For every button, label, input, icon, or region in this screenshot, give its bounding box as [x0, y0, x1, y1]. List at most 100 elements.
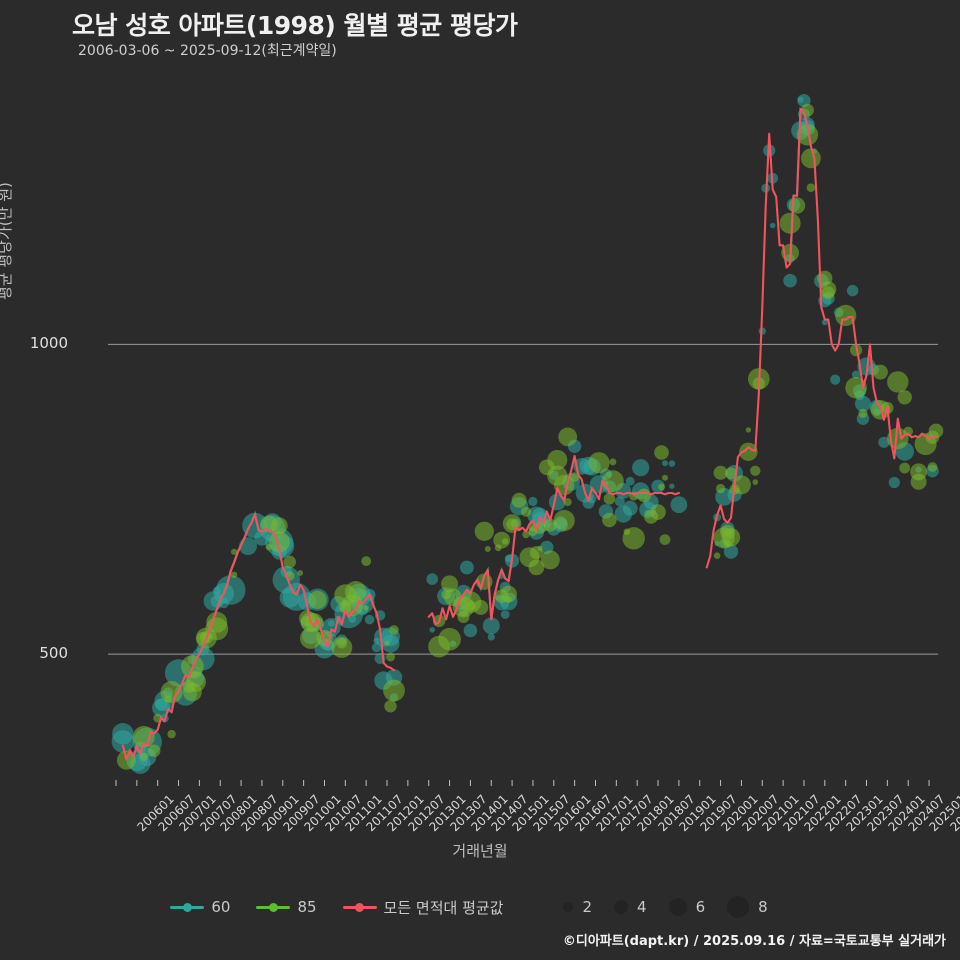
legend-size-6: 6 [668, 898, 706, 916]
legend-size-group: 2 4 6 8 [563, 896, 789, 918]
scatter-point-85 [927, 462, 938, 472]
scatter-point-85 [602, 470, 624, 493]
scatter-point-85 [147, 744, 161, 758]
scatter-point-85 [361, 556, 372, 566]
scatter-point-85 [537, 545, 543, 551]
legend-size-2: 2 [563, 898, 592, 916]
scatter-point-85 [438, 627, 461, 651]
scatter-point-60 [821, 319, 828, 326]
scatter-point-60 [381, 634, 400, 653]
scatter-point-60 [460, 560, 474, 575]
scatter-point-85 [528, 559, 545, 576]
scatter-point-85 [139, 752, 149, 761]
scatter-point-85 [511, 492, 527, 508]
legend-size-dot [563, 902, 574, 912]
scatter-point-85 [788, 197, 806, 214]
y-tick-500: 500 [39, 644, 68, 663]
scatter-point-85 [383, 679, 405, 702]
scatter-point-85 [384, 700, 397, 713]
legend-item-60[interactable]: 60 [170, 898, 230, 916]
scatter-point-60 [888, 476, 900, 489]
scatter-point-85 [167, 729, 176, 739]
scatter-point-60 [668, 460, 676, 467]
scatter-series-60 [111, 94, 939, 774]
scatter-point-85 [796, 124, 819, 146]
scatter-point-60 [328, 620, 335, 627]
scatter-point-85 [715, 483, 726, 494]
scatter-point-60 [482, 617, 500, 635]
scatter-point-60 [111, 730, 135, 753]
legend-label: 60 [211, 898, 231, 916]
scatter-point-60 [426, 573, 439, 585]
legend-size-4: 4 [614, 898, 647, 916]
scatter-point-85 [801, 148, 821, 169]
scatter-point-60 [622, 500, 638, 516]
plot-area [78, 78, 944, 786]
scatter-point-85 [779, 212, 801, 234]
scatter-point-60 [769, 222, 776, 229]
scatter-point-85 [563, 498, 572, 507]
scatter-point-85 [345, 581, 367, 603]
scatter-point-60 [500, 610, 510, 619]
scatter-point-85 [308, 590, 327, 610]
legend-size-label: 2 [582, 898, 593, 916]
chart-legend: 60 85 모든 면적대 평균값 2 4 6 8 [0, 890, 960, 924]
legend-item-모든-면적대-평균값[interactable]: 모든 면적대 평균값 [342, 897, 504, 918]
scatter-point-85 [300, 627, 322, 649]
scatter-point-85 [835, 304, 857, 326]
scatter-point-85 [441, 575, 459, 593]
legend-size-dot [614, 900, 629, 914]
scatter-point-85 [230, 571, 238, 578]
legend-swatch-모든-면적대-평균값 [342, 902, 377, 912]
scatter-point-60 [783, 273, 797, 288]
scatter-point-85 [363, 605, 369, 611]
scatter-point-60 [632, 459, 650, 477]
scatter-point-85 [569, 472, 580, 482]
scatter-point-85 [739, 442, 758, 461]
scatter-point-85 [205, 617, 229, 641]
scatter-point-85 [553, 509, 575, 532]
scatter-point-85 [806, 183, 816, 192]
legend-size-dot [668, 898, 687, 916]
scatter-point-60 [614, 496, 625, 507]
legend-swatch-85 [256, 902, 291, 912]
footer-credit: ©디아파트(dapt.kr) / 2025.09.16 / 자료=국토교통부 실… [562, 934, 946, 949]
scatter-point-85 [821, 286, 835, 300]
legend-size-label: 4 [637, 898, 647, 916]
scatter-point-85 [602, 512, 617, 528]
scatter-point-60 [625, 476, 635, 486]
legend-item-85[interactable]: 85 [256, 898, 317, 916]
scatter-point-85 [502, 538, 509, 545]
scatter-point-85 [543, 518, 557, 532]
scatter-point-60 [662, 460, 668, 467]
scatter-point-85 [474, 521, 494, 541]
scatter-point-85 [725, 467, 737, 480]
scatter-point-85 [386, 652, 395, 662]
chart-canvas [108, 94, 944, 786]
legend-size-8: 8 [727, 896, 768, 918]
scatter-point-85 [752, 479, 759, 485]
scatter-point-85 [268, 531, 290, 553]
scatter-point-85 [540, 550, 560, 570]
legend-size-label: 8 [758, 898, 768, 916]
scatter-point-60 [215, 575, 246, 605]
scatter-point-85 [389, 625, 399, 635]
scatter-point-60 [239, 537, 257, 556]
scatter-point-85 [721, 528, 741, 547]
scatter-point-85 [654, 445, 669, 460]
scatter-point-60 [548, 493, 566, 511]
scatter-point-60 [830, 374, 841, 385]
scatter-point-85 [731, 475, 751, 495]
legend-label: 모든 면적대 평균값 [383, 898, 504, 917]
scatter-point-85 [858, 408, 868, 418]
scatter-point-60 [669, 483, 675, 489]
scatter-point-85 [713, 465, 728, 480]
scatter-point-60 [528, 496, 538, 507]
x-axis-label: 거래년월 [452, 842, 508, 860]
scatter-point-60 [487, 633, 495, 641]
scatter-point-85 [384, 640, 390, 646]
scatter-point-85 [650, 504, 666, 520]
scatter-point-85 [662, 474, 668, 481]
legend-size-label: 6 [695, 898, 706, 916]
scatter-point-85 [910, 473, 927, 490]
